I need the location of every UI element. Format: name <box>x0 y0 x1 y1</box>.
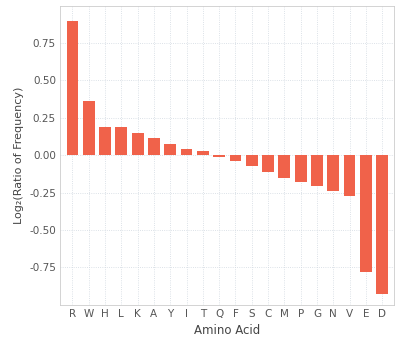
Bar <box>83 101 95 155</box>
X-axis label: Amino Acid: Amino Acid <box>194 324 260 337</box>
Bar <box>344 155 356 196</box>
Bar <box>295 155 306 182</box>
Bar <box>99 127 111 155</box>
Bar <box>164 144 176 155</box>
Bar <box>230 155 241 161</box>
Bar <box>360 155 372 272</box>
Bar <box>197 151 209 155</box>
Bar <box>376 155 388 294</box>
Bar <box>116 127 127 155</box>
Bar <box>213 155 225 157</box>
Bar <box>181 149 192 155</box>
Bar <box>148 138 160 155</box>
Bar <box>278 155 290 178</box>
Bar <box>66 21 78 155</box>
Bar <box>327 155 339 191</box>
Y-axis label: Log₂(Ratio of Frequency): Log₂(Ratio of Frequency) <box>14 86 24 224</box>
Bar <box>262 155 274 172</box>
Bar <box>246 155 258 166</box>
Bar <box>132 133 144 155</box>
Bar <box>311 155 323 186</box>
